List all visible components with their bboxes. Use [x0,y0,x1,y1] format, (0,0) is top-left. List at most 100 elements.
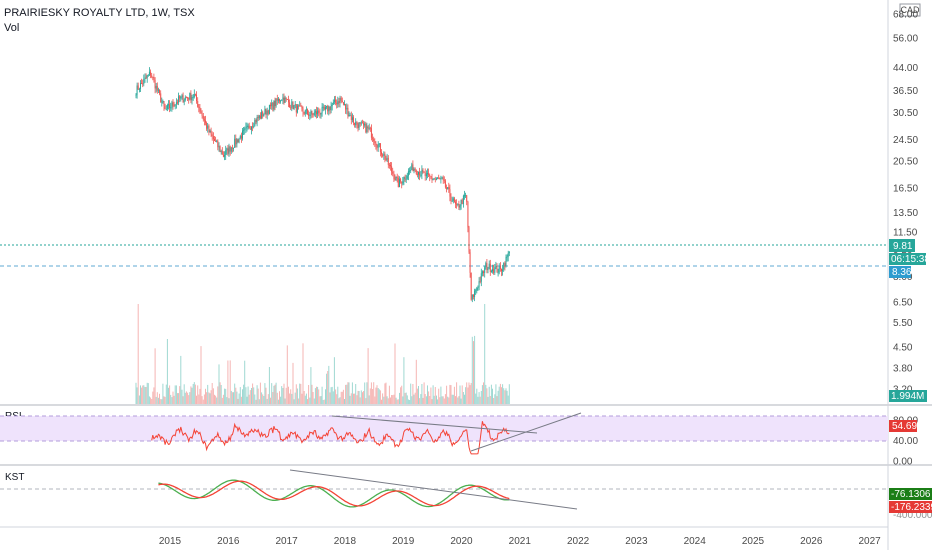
volume-bar [291,393,293,404]
volume-bar [296,388,298,404]
candle-body [477,287,479,289]
candle-body [333,99,335,102]
volume-bar [425,396,427,404]
kst-trendline[interactable] [289,469,578,510]
candle-body [363,123,365,126]
volume-bar [299,383,301,404]
volume-bar [187,392,189,404]
candle-body [331,104,333,107]
candle-body [293,105,295,110]
volume-bar [335,389,337,404]
candle-body [473,294,474,297]
volume-bar [446,385,448,404]
rsi-trendline-lower[interactable] [470,412,582,452]
candle-body [220,150,222,152]
candle-body [258,115,260,119]
volume-bar [379,390,381,404]
volume-bar [144,386,146,404]
candle-body [320,113,322,115]
volume-bar [185,391,187,404]
volume-bar [364,382,366,404]
volume-bar [146,382,148,404]
volume-bar [506,390,508,404]
candle-body [496,265,498,273]
candle-body [207,125,209,129]
volume-bar [461,385,463,404]
volume-bar [246,396,248,404]
candle-body [431,177,433,180]
volume-bar [240,396,242,404]
candle-body [344,104,345,106]
candle-body [337,101,339,105]
candle-body [256,117,258,123]
volume-bar [154,348,156,404]
rsi-trendline-upper[interactable] [331,415,538,434]
candle-body [187,97,189,99]
candle-body [346,107,348,110]
candle-body [502,269,504,272]
candle-body [451,200,453,202]
candle-body [266,110,268,115]
candle-body [183,99,185,103]
volume-bar [247,386,249,404]
candle-body [310,111,312,115]
candle-body [378,143,380,145]
candle-body [446,187,448,190]
candle-body [377,144,379,148]
volume-bar [391,395,393,404]
candle-body [147,74,149,76]
candle-body [439,178,441,180]
candle-body [414,168,416,171]
volume-bar [358,391,360,404]
volume-bar [492,388,493,404]
candle-body [197,101,199,107]
volume-bar [431,399,433,404]
volume-bar [424,394,426,404]
price-tick-label: 16.50 [893,183,918,194]
volume-bar [142,385,144,404]
volume-bar [485,384,487,404]
candle-body [136,85,138,95]
candle-body [342,102,344,105]
volume-bar [258,399,260,404]
candle-body [312,113,314,116]
volume-bar [243,384,245,404]
candle-body [480,273,482,282]
candle-body [268,104,270,114]
candle-body [301,106,303,109]
volume-bar [262,394,264,404]
candle-body [505,257,507,267]
volume-bar [497,390,499,404]
candle-body [460,199,462,206]
volume-bar [236,391,238,404]
candle-body [405,178,407,180]
volume-bar [390,397,391,404]
candle-body [162,101,164,103]
volume-bar [348,382,350,404]
volume-bar [273,385,275,404]
candle-body [399,179,400,188]
candle-body [152,77,154,79]
volume-bar [235,387,237,404]
candle-body [406,175,408,179]
volume-bar [245,387,247,404]
candle-body [381,152,382,155]
countdown-value: 06:15:38 [891,254,930,265]
volume-bar [448,397,450,404]
volume-bar [332,391,334,404]
candle-body [335,99,337,103]
volume-bar [378,389,380,404]
candle-body [356,122,358,125]
candle-body [280,100,282,102]
candle-body [437,177,439,179]
candle-body [202,115,204,120]
candle-body [457,204,459,205]
volume-bar [441,396,443,404]
volume-bar [218,364,220,404]
volume-bar [148,396,150,404]
volume-bar [442,396,444,404]
volume-bar [359,397,361,404]
candle-body [366,126,368,133]
volume-bar [401,385,403,404]
